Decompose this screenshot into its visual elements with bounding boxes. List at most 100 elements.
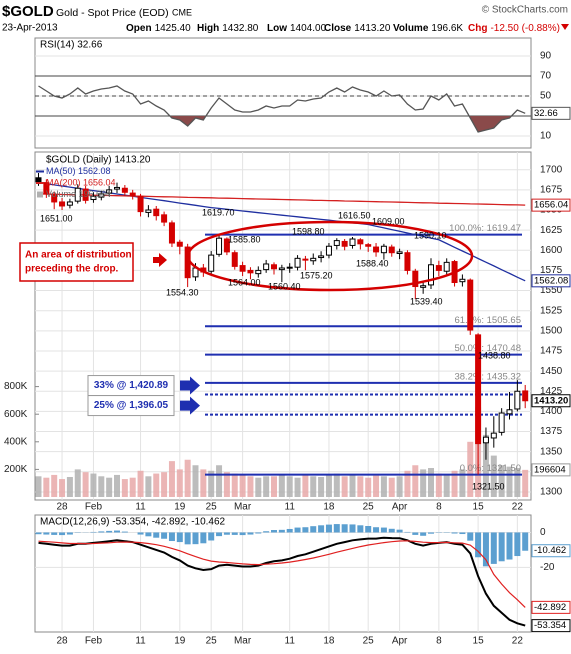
y2-tick-label: 200K — [4, 464, 28, 475]
candle-body — [263, 263, 270, 271]
quote-value: 1425.40 — [155, 23, 192, 34]
histogram-bar — [90, 531, 97, 533]
volume-bar — [482, 434, 489, 497]
y-tick-label: 1700 — [540, 164, 563, 175]
x-tick-label: 11 — [285, 636, 296, 647]
price-annotation: 1560.40 — [268, 281, 301, 291]
quote-label: Close — [324, 23, 352, 34]
candle-body — [129, 192, 136, 196]
x-tick-label: 8 — [436, 636, 442, 647]
rsi-panel — [34, 37, 532, 149]
histogram-bar — [184, 532, 191, 545]
legend: MA(200) 1656.04 — [46, 177, 116, 187]
candle-body — [310, 257, 317, 262]
volume-bar — [184, 459, 191, 497]
candle-body — [247, 269, 254, 274]
histogram-bar — [247, 532, 254, 535]
candle-body — [278, 267, 285, 271]
quote-value: 1432.80 — [222, 23, 259, 34]
instrument-name: Gold - Spot Price (EOD) — [56, 7, 169, 19]
histogram-bar — [278, 529, 285, 533]
candle-body — [161, 214, 168, 223]
histogram-bar — [200, 532, 207, 544]
candle-body — [318, 255, 325, 259]
histogram-bar — [51, 532, 58, 535]
candle-body — [82, 188, 89, 201]
x-tick-label: 22 — [512, 502, 524, 513]
volume-bar — [286, 476, 293, 497]
y-tick-label: 1575 — [540, 265, 563, 276]
target-label: 33% @ 1,420.89 — [94, 380, 169, 391]
candle-body — [325, 245, 332, 256]
candle-body — [137, 195, 144, 213]
candle-body — [459, 278, 466, 283]
volume-bar — [192, 465, 199, 497]
candle-body — [482, 436, 489, 444]
candle-body — [490, 432, 497, 439]
candle-body — [239, 265, 246, 272]
candle-body — [121, 187, 128, 193]
legend: MA(50) 1562.08 — [46, 166, 111, 176]
candle-body — [365, 244, 372, 247]
price-annotation: 1651.00 — [40, 213, 73, 223]
volume-bar — [208, 470, 215, 497]
volume-bar — [66, 476, 73, 497]
volume-bar — [114, 474, 120, 497]
histogram-bar — [137, 532, 144, 535]
moving-average — [38, 193, 526, 206]
volume-bar — [247, 476, 254, 497]
value-badge-label: -53.354 — [534, 620, 566, 631]
value-badge — [531, 274, 571, 288]
macd-panel — [34, 514, 532, 633]
quote-value: 1413.20 — [354, 23, 391, 34]
volume-bar — [145, 476, 152, 497]
y-tick-label: 1550 — [540, 285, 563, 296]
price-annotation: 1588.40 — [356, 258, 389, 268]
candle-body — [467, 279, 474, 331]
volume-bar — [59, 479, 66, 497]
candle-body — [349, 238, 356, 246]
candle-body — [506, 409, 513, 415]
histogram-bar — [412, 532, 419, 535]
volume-bar — [357, 476, 364, 497]
x-tick-label: 11 — [285, 502, 296, 513]
candle-body — [255, 269, 262, 275]
value-badge — [531, 106, 571, 120]
histogram-bar — [161, 532, 168, 539]
exchange: CME — [172, 7, 192, 17]
candle-body — [208, 254, 215, 272]
x-tick-label: 11 — [135, 502, 146, 513]
histogram-bar — [121, 531, 128, 533]
moving-average — [38, 181, 526, 282]
histogram-bar — [420, 532, 427, 536]
volume-bar — [380, 476, 387, 497]
candle-body — [404, 252, 411, 271]
callout-text: preceding the drop. — [25, 264, 119, 275]
date: 23-Apr-2013 — [2, 23, 58, 34]
candle-body — [396, 251, 403, 254]
candle-body — [294, 257, 301, 268]
volume-bar — [435, 473, 442, 497]
candle-body — [216, 237, 223, 255]
histogram-bar — [255, 532, 262, 534]
y-tick-label: 1625 — [540, 225, 563, 236]
x-tick-label: 15 — [473, 636, 485, 647]
candle-body — [51, 194, 58, 203]
volume-bar — [514, 468, 521, 497]
x-tick-label: 18 — [323, 502, 335, 513]
value-badge-label: -10.462 — [534, 545, 566, 556]
volume-bar — [349, 474, 356, 497]
volume-bar — [443, 474, 450, 497]
histogram-bar — [271, 530, 277, 533]
quote: Volume 196.6K — [393, 23, 463, 34]
histogram-bar — [467, 532, 474, 541]
candle-body — [412, 270, 419, 288]
histogram-bar — [459, 532, 466, 535]
candle-body — [114, 186, 120, 190]
histogram-bar — [286, 528, 293, 533]
x-tick-label: Apr — [392, 636, 408, 647]
volume-bar — [51, 474, 58, 497]
value-badge — [531, 394, 571, 408]
volume-bar — [90, 473, 97, 497]
